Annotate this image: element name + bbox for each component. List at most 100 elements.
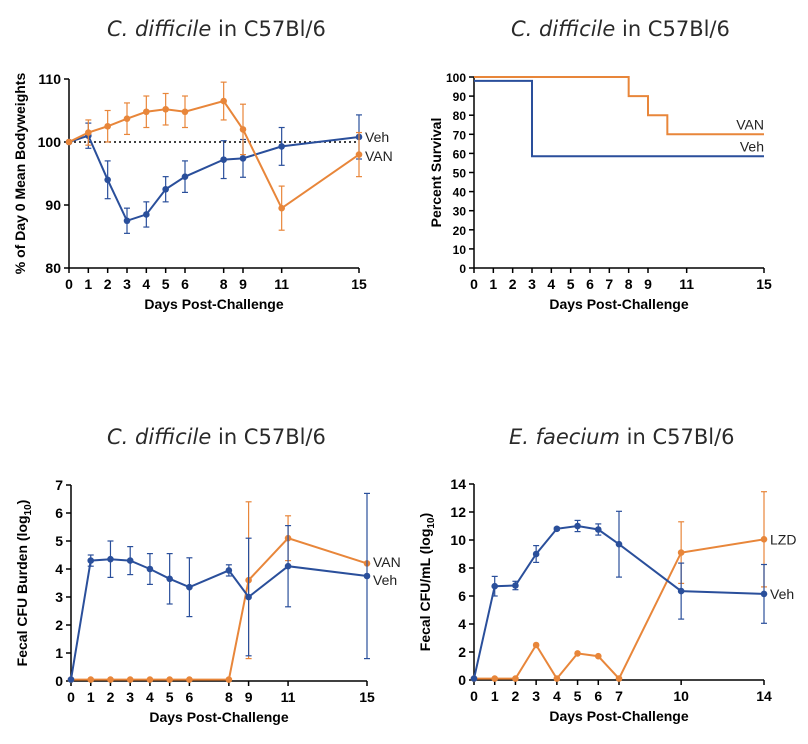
x-axis-label: Days Post-Challenge xyxy=(144,296,283,312)
x-tick-label: 1 xyxy=(84,276,92,292)
x-tick-label: 6 xyxy=(594,688,602,704)
data-point xyxy=(574,522,581,530)
y-tick-label: 30 xyxy=(453,205,467,219)
data-point xyxy=(104,122,111,130)
y-tick-label: 10 xyxy=(450,532,466,548)
data-point xyxy=(146,565,154,573)
y-tick-label: 4 xyxy=(458,616,466,632)
data-point xyxy=(186,676,193,683)
x-tick-label: 0 xyxy=(65,276,73,292)
y-tick-label: 12 xyxy=(450,504,466,520)
y-tick-label: 50 xyxy=(453,167,467,181)
data-point xyxy=(355,151,363,158)
x-tick-label: 3 xyxy=(532,688,540,704)
x-tick-label: 1 xyxy=(87,689,95,705)
data-point xyxy=(553,525,561,533)
data-point xyxy=(186,583,193,591)
panel-2-title-species: C. difficile xyxy=(511,17,616,41)
y-tick-label: 0 xyxy=(55,673,63,689)
y-axis-label-main: % of Day 0 Mean Bodyweights xyxy=(12,73,28,275)
x-tick-label: 6 xyxy=(181,276,189,292)
y-tick-label: 2 xyxy=(55,617,63,633)
data-point xyxy=(225,567,233,574)
series-line xyxy=(70,558,368,680)
data-point xyxy=(123,115,131,122)
series-veh: Veh xyxy=(470,510,794,682)
y-tick-label: 10 xyxy=(453,243,467,257)
series-label: VAN xyxy=(365,148,393,164)
data-point xyxy=(491,582,499,590)
data-point xyxy=(87,676,95,683)
series-label: VAN xyxy=(736,116,764,132)
y-tick-label: 8 xyxy=(458,560,466,576)
y-tick-label: 90 xyxy=(453,90,467,104)
series-label: Veh xyxy=(373,572,397,588)
y-tick-label: 3 xyxy=(55,589,63,605)
data-point xyxy=(181,173,189,180)
y-axis-label: Fecal CFU Burden (log10) xyxy=(14,500,34,667)
series-van: VAN xyxy=(474,76,764,136)
x-tick-label: 2 xyxy=(104,276,112,292)
series-veh: Veh xyxy=(65,114,389,234)
data-point xyxy=(126,676,134,683)
x-tick-label: 11 xyxy=(274,276,289,292)
x-tick-label: 10 xyxy=(673,688,689,704)
data-point xyxy=(65,138,73,146)
data-point xyxy=(278,143,285,150)
series-veh: Veh xyxy=(67,492,397,683)
data-point xyxy=(143,211,150,218)
x-axis-label: Days Post-Challenge xyxy=(549,296,688,312)
x-tick-label: 6 xyxy=(586,276,594,292)
x-tick-label: 9 xyxy=(239,276,247,292)
data-point xyxy=(677,549,685,556)
y-axis-label: % of Day 0 Mean Bodyweights xyxy=(12,73,28,275)
data-point xyxy=(166,575,173,583)
data-point xyxy=(162,105,169,113)
data-point xyxy=(532,641,540,649)
panel-1-title-rest: in C57Bl/6 xyxy=(211,17,326,41)
panel-1: 80 90 100 110 0 1 2 3 4 5 6 8 9 11 15 Days Post-Challen… xyxy=(12,71,393,312)
data-point xyxy=(87,557,95,564)
data-point xyxy=(491,675,499,682)
data-point xyxy=(532,550,540,558)
data-point xyxy=(107,676,114,683)
y-tick-label: 7 xyxy=(55,477,63,493)
y-axis-label-main: Percent Survival xyxy=(428,118,444,228)
data-point xyxy=(67,676,75,683)
data-point xyxy=(512,675,519,682)
y-tick-label: 0 xyxy=(458,672,466,688)
y-axis-label-subscript: 10 xyxy=(23,504,34,516)
series-label: Veh xyxy=(770,586,794,602)
series-van: VAN xyxy=(67,501,401,683)
data-point xyxy=(363,572,371,580)
x-tick-label: 1 xyxy=(491,688,499,704)
x-tick-label: 2 xyxy=(107,689,115,705)
data-point xyxy=(225,676,233,683)
x-tick-label: 3 xyxy=(126,689,134,705)
series-label: Veh xyxy=(365,129,389,145)
panel-1-title: C. difficile in C57Bl/6 xyxy=(107,17,326,41)
y-tick-label: 4 xyxy=(55,561,63,577)
data-point xyxy=(615,675,623,682)
y-tick-label: 80 xyxy=(45,260,61,276)
series-line xyxy=(474,79,764,158)
data-point xyxy=(760,536,768,543)
x-tick-label: 7 xyxy=(615,688,623,704)
series-lzd: LZD xyxy=(470,491,796,682)
data-point xyxy=(143,108,150,116)
data-point xyxy=(677,587,685,595)
panel-3-title: C. difficile in C57Bl/6 xyxy=(107,425,326,449)
x-tick-label: 6 xyxy=(186,689,194,705)
y-axis-label-subscript: 10 xyxy=(426,517,437,529)
y-tick-label: 110 xyxy=(38,71,61,87)
data-point xyxy=(162,185,169,193)
x-tick-label: 9 xyxy=(644,276,652,292)
x-tick-label: 2 xyxy=(512,688,520,704)
panel-4-title: E. faecium in C57Bl/6 xyxy=(509,425,735,449)
y-tick-label: 40 xyxy=(453,186,467,200)
y-tick-label: 2 xyxy=(458,644,466,660)
